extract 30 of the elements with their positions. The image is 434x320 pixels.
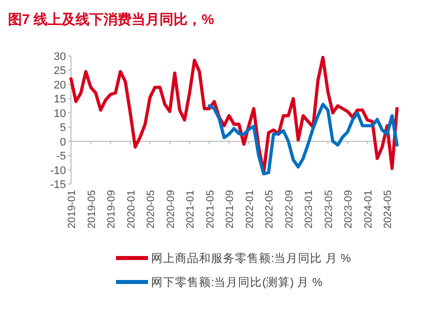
x-tick-label: 2021-01 [184,190,197,229]
x-tick-label: 2019-09 [106,190,118,229]
y-tick-label: 25 [54,65,66,78]
x-tick-label: 2023-09 [342,190,355,229]
x-tick-label: 2024-05 [382,190,394,229]
x-tick-label: 2024-01 [362,190,374,229]
x-tick-label: 2022-01 [244,190,256,229]
legend-label: 网上商品和服务零售额:当月同比 月 % [151,251,351,265]
y-tick-label: 0 [60,136,66,148]
y-tick-label: 5 [60,122,66,134]
y-tick-label: 30 [54,51,66,63]
x-tick-label: 2021-05 [204,190,216,229]
x-tick-label: 2020-01 [125,190,138,229]
y-tick-label: 10 [54,108,66,120]
x-tick-label: 2019-01 [66,190,78,229]
x-tick-label: 2022-09 [283,190,296,229]
x-tick-label: 2020-09 [164,190,177,229]
y-tick-label: 20 [54,79,66,92]
x-tick-label: 2023-05 [322,190,335,229]
y-tick-label: -5 [56,150,66,163]
x-tick-label: 2023-01 [303,190,316,229]
x-tick-label: 2020-05 [145,190,158,229]
x-tick-label: 2019-05 [86,190,98,229]
y-tick-label: -15 [50,179,66,191]
y-tick-label: -10 [50,164,66,177]
x-tick-label: 2022-05 [264,190,276,229]
y-tick-label: 15 [54,94,66,106]
x-tick-label: 2021-09 [224,190,236,229]
chart-title: 图7 线上及线下消费当月同比，% [8,11,215,27]
legend-label: 网下零售额:当月同比(测算) 月 % [151,275,322,289]
